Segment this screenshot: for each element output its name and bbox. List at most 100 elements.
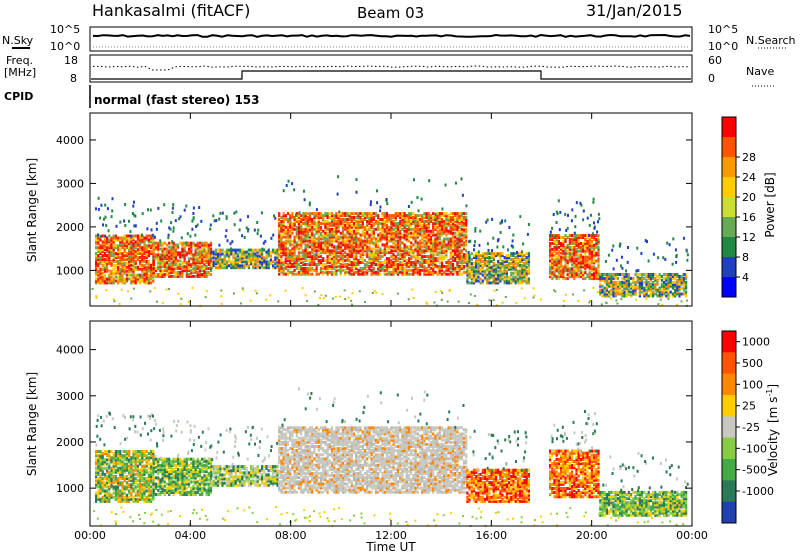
heatmap-cell [647,259,650,263]
heatmap-cell [258,250,261,254]
heatmap-cell [163,265,166,269]
heatmap-cell [339,268,342,272]
heatmap-cell [508,263,511,267]
heatmap-cell [575,265,578,269]
heatmap-cell [414,257,417,261]
heatmap-cell [322,241,325,245]
heatmap-cell [584,239,587,243]
heatmap-cell [394,243,397,247]
heatmap-cell [103,261,106,265]
heatmap-cell [147,244,150,248]
heatmap-cell [103,236,106,240]
heatmap-cell [335,261,338,264]
heatmap-cell [575,269,578,273]
heatmap-cell [145,261,148,265]
heatmap-cell [147,250,150,254]
heatmap-cell [108,246,111,250]
heatmap-cell [234,250,237,254]
heatmap-cell [579,245,582,249]
heatmap-cell [350,223,353,227]
heatmap-cell [555,243,558,247]
heatmap-cell [200,219,203,223]
heatmap-cell [207,243,210,247]
heatmap-cell [302,218,305,221]
heatmap-cell [239,266,242,270]
heatmap-cell [143,258,146,261]
heatmap-cell [645,284,648,288]
heatmap-cell [566,251,569,255]
heatmap-cell [95,261,98,265]
heatmap-cell [159,247,162,251]
heatmap-cell [306,229,309,233]
heatmap-cell [577,275,580,279]
heatmap-cell [440,227,444,231]
heatmap-cell [425,268,428,272]
heatmap-cell [128,250,131,254]
heatmap-cell [147,265,150,269]
heatmap-cell [112,271,115,275]
heatmap-cell [198,255,202,259]
heatmap-cell [412,261,415,264]
heatmap-cell [97,456,100,460]
heatmap-cell [209,223,212,227]
heatmap-cell [396,245,400,249]
heatmap-cell [123,258,126,261]
heatmap-cell [399,229,402,233]
heatmap-cell [278,223,281,227]
heatmap-cell [196,241,199,245]
heatmap-cell [205,257,208,261]
heatmap-cell [665,290,668,294]
heatmap-cell [286,239,290,243]
heatmap-cell [425,235,428,239]
heatmap-cell [521,273,524,277]
heatmap-cell [523,258,526,261]
heatmap-cell [385,251,389,255]
heatmap-cell [170,274,173,278]
heatmap-cell [632,290,635,294]
heatmap-cell [295,229,298,233]
heatmap-cell [595,267,598,271]
heatmap-cell [163,251,166,255]
heatmap-cell [99,464,102,468]
heatmap-cell [348,268,351,272]
heatmap-cell [145,252,148,256]
heatmap-cell [150,236,153,240]
heatmap-cell [599,276,602,280]
heatmap-cell [103,462,106,466]
heatmap-cell [392,227,395,231]
heatmap-cell [635,269,638,273]
heatmap-cell [555,245,558,249]
heatmap-cell [187,265,191,269]
heatmap-cell [282,243,285,247]
heatmap-cell [418,270,422,274]
heatmap-cell [282,270,285,274]
heatmap-cell [348,243,351,247]
heatmap-cell [418,229,422,233]
heatmap-cell [388,245,391,249]
heatmap-cell [499,279,502,283]
heatmap-cell [95,296,98,299]
heatmap-cell [221,248,224,252]
heatmap-cell [187,247,191,251]
heatmap-cell [132,238,135,242]
heatmap-cell [326,214,329,218]
heatmap-cell [440,261,444,264]
heatmap-cell [660,290,663,293]
heatmap-cell [304,253,307,257]
heatmap-cell [479,281,482,285]
heatmap-cell [348,223,351,227]
heatmap-cell [568,253,571,257]
heatmap-cell [324,263,327,266]
heatmap-cell [432,257,435,261]
heatmap-cell [150,273,153,277]
heatmap-cell [504,296,507,298]
heatmap-cell [412,251,415,255]
heatmap-cell [230,266,233,270]
heatmap-cell [194,243,197,247]
heatmap-cell [527,269,530,273]
heatmap-cell [388,272,391,276]
heatmap-cell [494,269,498,273]
heatmap-cell [582,245,585,249]
heatmap-cell [425,219,428,223]
heatmap-cell [319,270,323,274]
